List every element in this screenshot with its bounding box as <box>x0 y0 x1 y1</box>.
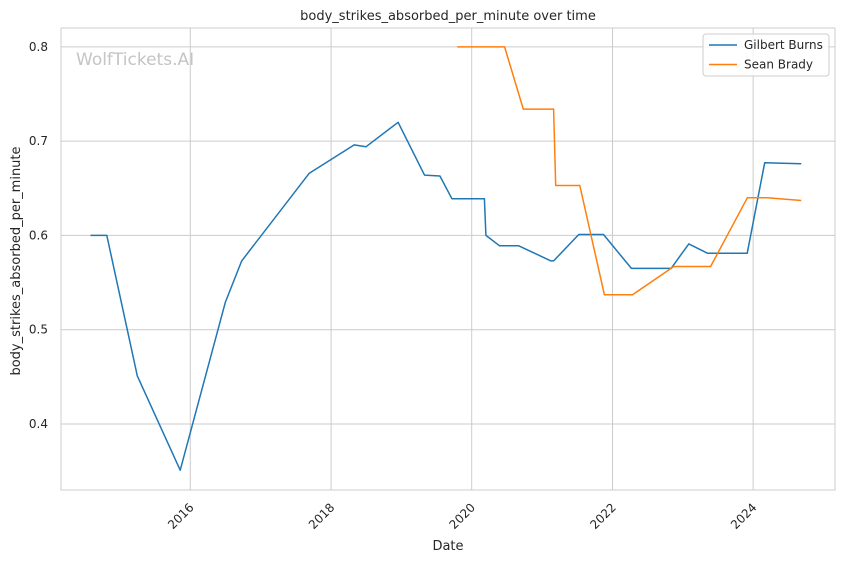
y-tick-label: 0.7 <box>29 134 48 148</box>
watermark-text: WolfTickets.AI <box>76 50 194 70</box>
y-tick-label: 0.6 <box>29 228 48 242</box>
y-tick-label: 0.4 <box>29 417 48 431</box>
series-line-2 <box>457 46 802 296</box>
plot-frame <box>60 27 836 491</box>
legend-label: Gilbert Burns <box>744 38 823 52</box>
legend-label: Sean Brady <box>744 58 813 72</box>
legend: Gilbert Burns Sean Brady <box>702 33 830 77</box>
y-axis-label: body_strikes_absorbed_per_minute <box>9 146 24 375</box>
y-tick-label: 0.8 <box>29 40 48 54</box>
chart-title: body_strikes_absorbed_per_minute over ti… <box>300 9 596 24</box>
x-axis-label: Date <box>432 539 463 554</box>
y-tick-labels: 0.4 0.5 0.6 0.7 0.8 <box>29 40 48 431</box>
y-tick-label: 0.5 <box>29 323 48 337</box>
series-lines <box>90 46 802 471</box>
series-line-1 <box>90 121 802 471</box>
